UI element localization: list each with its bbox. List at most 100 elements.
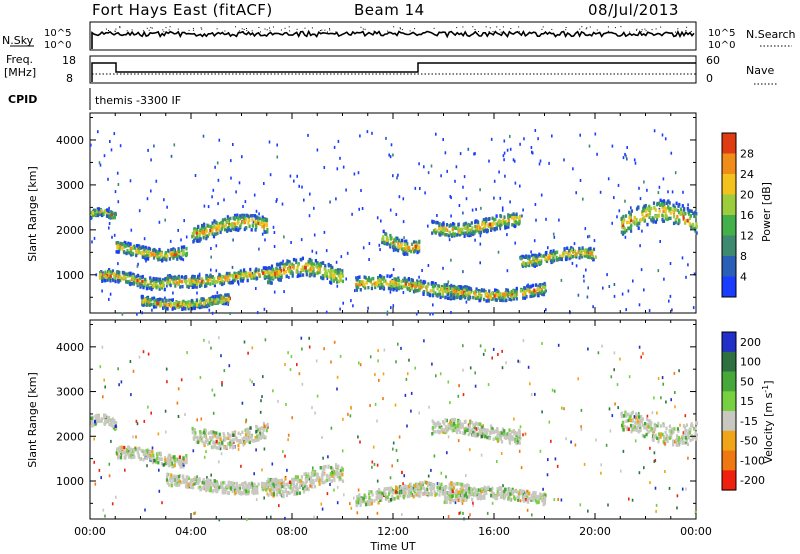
echo-cell xyxy=(219,446,222,451)
echo-cell xyxy=(218,272,221,277)
scatter-cell xyxy=(336,375,339,379)
echo-cell xyxy=(246,432,249,437)
echo-cell xyxy=(402,284,405,289)
echo-cell xyxy=(448,230,451,235)
scatter-cell xyxy=(474,238,476,242)
nsearch-dot xyxy=(364,28,366,30)
scatter-cell xyxy=(147,148,149,152)
echo-cell xyxy=(312,262,316,267)
echo-cell xyxy=(118,275,121,280)
scatter-cell xyxy=(108,222,111,225)
echo-cell xyxy=(227,293,230,297)
echo-cell xyxy=(455,233,458,237)
echo-cell xyxy=(266,485,270,489)
echo-cell xyxy=(418,245,421,249)
echo-cell xyxy=(688,222,691,226)
scatter-cell xyxy=(427,224,429,228)
echo-cell xyxy=(139,285,142,289)
echo-cell xyxy=(219,298,222,302)
echo-cell xyxy=(154,277,157,281)
scatter-cell xyxy=(499,196,502,200)
echo-cell xyxy=(318,476,321,480)
echo-cell xyxy=(298,491,301,495)
echo-cell xyxy=(303,484,306,489)
scatter-cell xyxy=(253,193,256,197)
echo-cell xyxy=(108,215,111,219)
echo-cell xyxy=(200,305,203,309)
echo-cell xyxy=(188,301,191,305)
echo-cell xyxy=(275,263,279,267)
echo-cell xyxy=(257,434,261,438)
scatter-cell xyxy=(509,200,511,204)
echo-cell xyxy=(232,224,235,228)
echo-cell xyxy=(297,479,300,483)
echo-cell xyxy=(554,250,557,255)
echo-cell xyxy=(174,279,177,283)
echo-cell xyxy=(149,453,152,458)
scatter-cell xyxy=(326,492,329,496)
echo-cell xyxy=(214,481,217,485)
echo-cell xyxy=(431,219,434,224)
nsearch-dot xyxy=(146,27,148,29)
echo-cell xyxy=(426,284,429,288)
echo-cell xyxy=(117,270,120,274)
scatter-cell xyxy=(323,230,326,234)
scatter-cell xyxy=(504,174,506,178)
scatter-cell xyxy=(668,486,671,490)
echo-cell xyxy=(452,222,455,226)
echo-cell xyxy=(620,216,623,221)
echo-cell xyxy=(141,274,144,279)
echo-cell xyxy=(248,440,251,445)
echo-cell xyxy=(578,256,581,260)
scatter-cell xyxy=(638,412,640,415)
scatter-cell xyxy=(117,183,120,186)
echo-band xyxy=(115,445,188,469)
echo-cell xyxy=(261,481,264,486)
scatter-cell xyxy=(500,452,503,455)
echo-cell xyxy=(119,449,122,453)
echo-cell xyxy=(549,254,552,258)
echo-cell xyxy=(292,482,295,486)
echo-cell xyxy=(427,291,430,296)
scatter-cell xyxy=(199,376,202,379)
scatter-cell xyxy=(646,414,649,418)
echo-cell xyxy=(672,209,675,214)
scatter-cell xyxy=(657,191,660,195)
echo-cell xyxy=(167,275,171,279)
echo-cell xyxy=(179,255,182,260)
echo-cell xyxy=(214,225,217,229)
echo-cell xyxy=(684,212,687,216)
echo-cell xyxy=(497,290,500,294)
echo-cell xyxy=(499,223,502,227)
echo-cell xyxy=(137,282,140,286)
echo-cell xyxy=(499,292,502,296)
scatter-cell xyxy=(260,399,262,403)
echo-cell xyxy=(159,277,162,282)
echo-cell xyxy=(108,277,111,282)
echo-cell xyxy=(226,219,229,224)
echo-cell xyxy=(398,244,401,249)
scatter-cell xyxy=(272,225,275,229)
echo-cell xyxy=(384,279,387,283)
echo-cell xyxy=(122,270,125,275)
echo-cell xyxy=(304,487,307,492)
scatter-cell xyxy=(109,292,112,296)
scatter-cell xyxy=(382,397,384,401)
nsearch-dot xyxy=(565,27,567,28)
echo-cell xyxy=(262,227,266,231)
echo-cell xyxy=(366,500,369,504)
echo-cell xyxy=(227,300,230,304)
echo-cell xyxy=(224,293,227,297)
echo-cell xyxy=(388,243,391,247)
scatter-cell xyxy=(194,511,197,515)
echo-cell xyxy=(339,468,342,473)
echo-cell xyxy=(208,441,211,445)
echo-cell xyxy=(407,277,410,281)
scatter-cell xyxy=(211,311,214,315)
echo-cell xyxy=(429,482,432,486)
echo-cell xyxy=(195,285,198,289)
echo-cell xyxy=(143,281,146,286)
echo-cell xyxy=(507,290,510,295)
echo-cell xyxy=(256,425,259,429)
echo-cell xyxy=(543,290,546,294)
